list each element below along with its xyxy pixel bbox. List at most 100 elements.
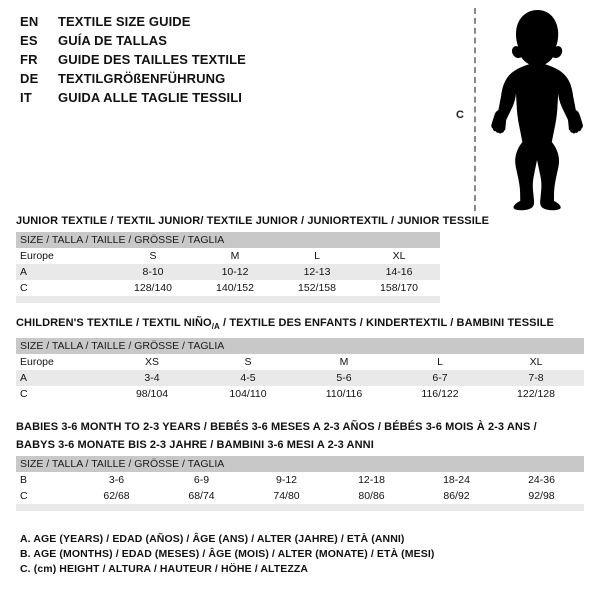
language-row: DE TEXTILGRÖßENFÜHRUNG (20, 71, 420, 90)
cell-value: 12-13 (276, 264, 358, 280)
cell-value: M (194, 248, 276, 264)
size-table-junior: SIZE / TALLA / TAILLE / GRÖSSE / TAGLIA … (16, 232, 441, 296)
table-row: Europe S M L XL (16, 248, 441, 264)
row-label: A (16, 264, 112, 280)
size-table-children: SIZE / TALLA / TAILLE / GRÖSSE / TAGLIA … (16, 338, 585, 402)
cell-value: 8-10 (112, 264, 194, 280)
legend-line-b: B. AGE (MONTHS) / EDAD (MESES) / ÂGE (MO… (20, 548, 435, 560)
column-header-label: SIZE / TALLA / TAILLE / GRÖSSE / TAGLIA (16, 338, 585, 354)
cell-value: 74/80 (244, 488, 329, 504)
cell-value: 9-12 (244, 472, 329, 488)
cell-value: L (392, 354, 488, 370)
table-row: C 98/104 104/110 110/116 116/122 122/128 (16, 386, 585, 402)
cell-value: 80/86 (329, 488, 414, 504)
legend-line-a: A. AGE (YEARS) / EDAD (AÑOS) / ÂGE (ANS)… (20, 533, 405, 545)
table-header-row: SIZE / TALLA / TAILLE / GRÖSSE / TAGLIA (16, 338, 585, 354)
row-label: C (16, 488, 74, 504)
guide-title-it: GUIDA ALLE TAGLIE TESSILI (58, 90, 243, 105)
cell-value: 140/152 (194, 280, 276, 296)
section-title-children-pre: CHILDREN'S TEXTILE / TEXTIL NIÑO (16, 317, 212, 329)
table-row: A 3-4 4-5 5-6 6-7 7-8 (16, 370, 585, 386)
cell-value: 6-7 (392, 370, 488, 386)
cell-value: XL (488, 354, 585, 370)
row-label: C (16, 386, 104, 402)
table-row: B 3-6 6-9 9-12 12-18 18-24 24-36 (16, 472, 584, 488)
column-header-label: SIZE / TALLA / TAILLE / GRÖSSE / TAGLIA (16, 456, 584, 472)
guide-title-es: GUÍA DE TALLAS (58, 33, 168, 48)
cell-value: 128/140 (112, 280, 194, 296)
cell-value: 152/158 (276, 280, 358, 296)
table-bottom-band (16, 504, 584, 511)
section-title-children-post: / TEXTILE DES ENFANTS / KINDERTEXTIL / B… (219, 317, 554, 329)
legend-block: A. AGE (YEARS) / EDAD (AÑOS) / ÂGE (ANS)… (20, 532, 540, 577)
table-header-row: SIZE / TALLA / TAILLE / GRÖSSE / TAGLIA (16, 456, 584, 472)
cell-value: 110/116 (296, 386, 392, 402)
section-junior-textile: JUNIOR TEXTILE / TEXTIL JUNIOR/ TEXTILE … (16, 214, 490, 303)
row-label: A (16, 370, 104, 386)
language-header-block: EN TEXTILE SIZE GUIDE ES GUÍA DE TALLAS … (20, 14, 420, 109)
cell-value: XS (104, 354, 200, 370)
section-title-junior: JUNIOR TEXTILE / TEXTIL JUNIOR/ TEXTILE … (16, 215, 490, 227)
table-row: C 62/68 68/74 74/80 80/86 86/92 92/98 (16, 488, 584, 504)
cell-value: 5-6 (296, 370, 392, 386)
column-header-label: SIZE / TALLA / TAILLE / GRÖSSE / TAGLIA (16, 232, 441, 248)
cell-value: 98/104 (104, 386, 200, 402)
cell-value: 3-6 (74, 472, 159, 488)
toddler-silhouette-icon (491, 10, 583, 211)
cell-value: M (296, 354, 392, 370)
height-dashed-line (474, 8, 476, 211)
table-header-row: SIZE / TALLA / TAILLE / GRÖSSE / TAGLIA (16, 232, 441, 248)
cell-value: 10-12 (194, 264, 276, 280)
section-childrens-textile: CHILDREN'S TEXTILE / TEXTIL NIÑO/A / TEX… (16, 316, 585, 402)
height-marker-label: C (456, 109, 464, 121)
table-row: C 128/140 140/152 152/158 158/170 (16, 280, 441, 296)
cell-value: 92/98 (499, 488, 584, 504)
table-bottom-band (16, 296, 440, 303)
table-row: Europe XS S M L XL (16, 354, 585, 370)
cell-value: 86/92 (414, 488, 499, 504)
section-title-babies-line2: BABYS 3-6 MONATE BIS 2-3 JAHRE / BAMBINI… (16, 439, 374, 451)
cell-value: 104/110 (200, 386, 296, 402)
cell-value: S (112, 248, 194, 264)
cell-value: 122/128 (488, 386, 585, 402)
section-title-children: CHILDREN'S TEXTILE / TEXTIL NIÑO/A / TEX… (16, 316, 584, 334)
section-title-children-sub: /A (211, 322, 220, 331)
cell-value: 14-16 (358, 264, 441, 280)
cell-value: 18-24 (414, 472, 499, 488)
cell-value: 116/122 (392, 386, 488, 402)
section-babies-textile: BABIES 3-6 MONTH TO 2-3 YEARS / BEBÉS 3-… (16, 420, 584, 511)
language-row: IT GUIDA ALLE TAGLIE TESSILI (20, 90, 420, 109)
cell-value: 62/68 (74, 488, 159, 504)
row-label: C (16, 280, 112, 296)
language-code-fr: FR (20, 52, 38, 67)
language-row: EN TEXTILE SIZE GUIDE (20, 14, 420, 33)
cell-value: L (276, 248, 358, 264)
table-row: A 8-10 10-12 12-13 14-16 (16, 264, 441, 280)
cell-value: 7-8 (488, 370, 585, 386)
cell-value: 6-9 (159, 472, 244, 488)
row-label: Europe (16, 248, 112, 264)
cell-value: 158/170 (358, 280, 441, 296)
language-code-en: EN (20, 14, 39, 29)
cell-value: 12-18 (329, 472, 414, 488)
cell-value: XL (358, 248, 441, 264)
guide-title-en: TEXTILE SIZE GUIDE (58, 14, 191, 29)
guide-title-fr: GUIDE DES TAILLES TEXTILE (58, 52, 246, 67)
cell-value: 24-36 (499, 472, 584, 488)
language-code-es: ES (20, 33, 38, 48)
legend-line-c: C. (cm) HEIGHT / ALTURA / HAUTEUR / HÖHE… (20, 563, 309, 575)
cell-value: 4-5 (200, 370, 296, 386)
guide-title-de: TEXTILGRÖßENFÜHRUNG (58, 71, 226, 86)
cell-value: S (200, 354, 296, 370)
language-code-it: IT (20, 90, 32, 105)
cell-value: 68/74 (159, 488, 244, 504)
height-diagram: C (440, 4, 600, 214)
language-row: FR GUIDE DES TAILLES TEXTILE (20, 52, 420, 71)
row-label: Europe (16, 354, 104, 370)
language-code-de: DE (20, 71, 39, 86)
cell-value: 3-4 (104, 370, 200, 386)
row-label: B (16, 472, 74, 488)
section-title-babies-line1: BABIES 3-6 MONTH TO 2-3 YEARS / BEBÉS 3-… (16, 421, 537, 433)
language-row: ES GUÍA DE TALLAS (20, 33, 420, 52)
size-table-babies: SIZE / TALLA / TAILLE / GRÖSSE / TAGLIA … (16, 456, 584, 504)
